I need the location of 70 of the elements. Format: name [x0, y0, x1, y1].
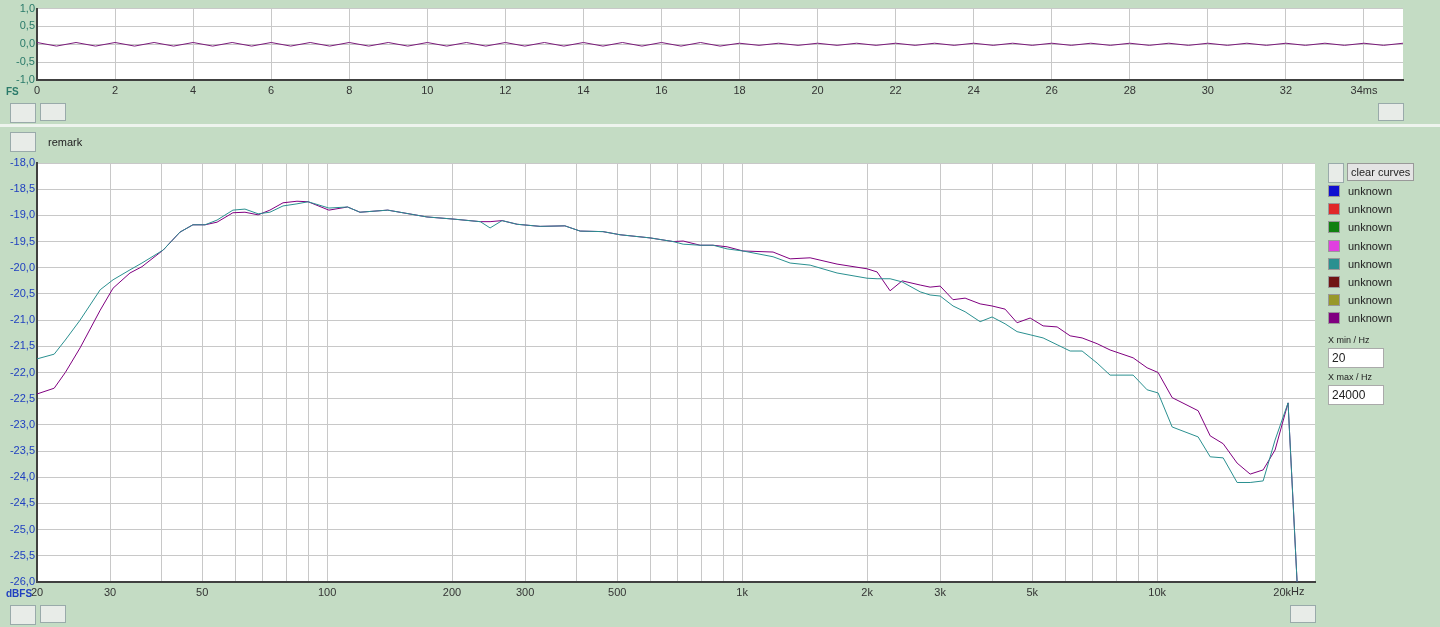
y-tick-label: -23,5	[9, 444, 35, 457]
x-tick-label: 34ms	[1350, 83, 1378, 96]
y-tick-label: -21,5	[9, 339, 35, 352]
x-tick-label: 500	[608, 585, 627, 598]
y-tick-label: -25,5	[9, 548, 35, 561]
y-tick-label: -0,5	[16, 55, 35, 68]
y-tick-label: -1,0	[16, 73, 35, 86]
text: Hz	[1291, 585, 1305, 597]
x-tick-label: 0	[33, 83, 41, 96]
text: 20	[1328, 348, 1384, 368]
x-tick-label: 300	[515, 585, 535, 598]
y-tick-label: -19,5	[9, 234, 35, 247]
legend-label: unknown	[1348, 312, 1393, 325]
y-tick-label: 0,0	[19, 37, 35, 50]
x-tick-label: 16	[655, 83, 668, 96]
x-tick-label: 8	[346, 83, 353, 96]
x-tick-label: 6	[268, 83, 275, 96]
y-tick-label: -26,0	[9, 575, 35, 588]
x-tick-label: 2	[111, 83, 119, 96]
legend-label: unknown	[1348, 294, 1393, 307]
legend-label: unknown	[1348, 203, 1393, 216]
x-tick-label: 12	[499, 83, 512, 96]
x-tick-label: 26	[1045, 83, 1058, 96]
x-tick-label: 2k	[861, 585, 874, 598]
legend-label: unknown	[1348, 257, 1393, 270]
y-tick-label: -24,5	[9, 496, 35, 509]
x-tick-label: 20k	[1273, 585, 1292, 598]
x-tick-label: 14	[577, 83, 590, 96]
y-tick-label: -21,0	[9, 313, 35, 326]
x-tick-label: 32	[1279, 83, 1293, 96]
x-tick-label: 10k	[1148, 585, 1167, 598]
text: remark	[48, 136, 83, 148]
legend-label: unknown	[1348, 221, 1393, 234]
y-tick-label: -18,5	[9, 182, 35, 195]
x-tick-label: 20	[811, 83, 824, 96]
y-tick-label: -22,0	[9, 365, 35, 378]
y-tick-label: -25,0	[9, 522, 35, 535]
x-tick-label: 18	[733, 83, 746, 96]
x-tick-label: 28	[1123, 83, 1136, 96]
y-tick-label: -22,5	[9, 391, 35, 404]
x-tick-label: 30	[1201, 83, 1214, 96]
y-axis-title: FS	[6, 85, 20, 97]
y-tick-label: -23,0	[9, 417, 35, 430]
x-tick-label: 3k	[934, 585, 947, 598]
y-tick-label: 0,5	[19, 19, 35, 32]
text: 24000	[1328, 385, 1384, 405]
x-tick-label: 200	[442, 585, 462, 598]
text: X max / Hz	[1328, 372, 1373, 382]
y-axis-title: dBFS	[6, 587, 33, 599]
x-tick-label: 100	[317, 585, 337, 598]
x-tick-label: 1k	[736, 585, 749, 598]
text: clear curves	[1347, 163, 1415, 181]
x-tick-label: 10	[421, 83, 434, 96]
legend-label: unknown	[1348, 276, 1393, 289]
y-tick-label: -24,0	[9, 470, 35, 483]
x-tick-label: 4	[190, 83, 197, 96]
x-tick-label: 22	[889, 83, 902, 96]
x-tick-label: 50	[196, 585, 209, 598]
legend-label: unknown	[1348, 185, 1393, 198]
y-tick-label: -20,0	[9, 260, 35, 273]
x-tick-label: 30	[103, 585, 117, 598]
y-tick-label: -20,5	[9, 286, 35, 299]
x-tick-label: 20	[30, 585, 44, 598]
y-tick-label: 1,0	[19, 1, 35, 14]
legend-label: unknown	[1348, 239, 1393, 252]
y-tick-label: -19,0	[9, 208, 35, 221]
text: X min / Hz	[1328, 335, 1370, 345]
y-tick-label: -18,0	[9, 156, 35, 169]
x-tick-label: 5k	[1026, 585, 1039, 598]
x-tick-label: 24	[967, 83, 980, 96]
